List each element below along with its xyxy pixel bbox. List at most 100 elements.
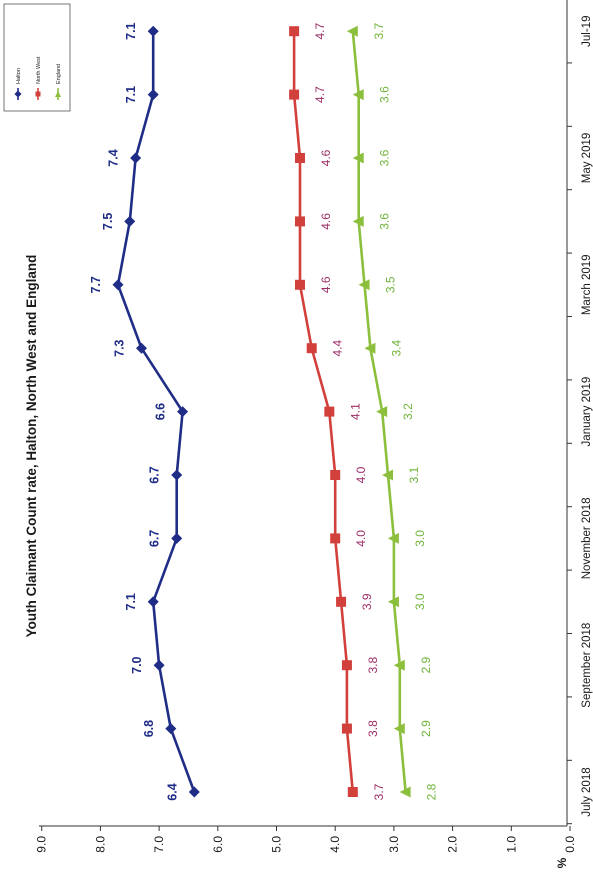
- data-point: [393, 723, 405, 735]
- data-label: 7.7: [89, 276, 103, 293]
- series-england: 2.8 2.9 2.9 3.0 3.0 3.1 3.2 3.4 3.5 3.6 3.6 3.6 3.7: [346, 23, 439, 800]
- series-group: 6.4 6.8 7.0 7.1 6.7 6.7 6.6 7.3 7.7 7.5 7.4 7.1 7.1 3…: [89, 22, 439, 800]
- data-point: [147, 25, 159, 37]
- data-point: [330, 470, 341, 480]
- data-point: [364, 342, 376, 354]
- data-point: [376, 406, 388, 418]
- category-tick-label: July 2018: [581, 767, 593, 816]
- legend-marker-north-west: [35, 91, 41, 97]
- data-label: 7.3: [113, 339, 127, 356]
- data-label: 3.7: [372, 23, 386, 40]
- data-label: 7.5: [101, 213, 115, 230]
- data-label: 3.8: [366, 657, 380, 674]
- data-point: [153, 659, 165, 671]
- data-point: [289, 89, 300, 100]
- data-label: 2.8: [425, 783, 439, 800]
- data-point: [330, 533, 341, 544]
- data-point: [341, 660, 352, 671]
- value-tick-label: 1.0: [504, 836, 518, 853]
- data-label: 3.7: [372, 783, 386, 800]
- data-point: [347, 787, 358, 797]
- value-tick-label: 8.0: [93, 836, 107, 853]
- category-tick-label: January 2019: [581, 377, 593, 447]
- data-point: [346, 25, 358, 37]
- data-label: 7.1: [124, 593, 138, 610]
- data-label: 7.1: [124, 86, 138, 103]
- data-point: [387, 596, 399, 608]
- data-label: 4.6: [319, 276, 333, 293]
- data-point: [294, 153, 305, 163]
- category-tick-label: March 2019: [581, 254, 593, 315]
- data-point: [147, 596, 159, 608]
- data-point: [294, 216, 305, 227]
- data-point: [393, 659, 405, 671]
- data-label: 3.9: [360, 593, 374, 610]
- data-point: [135, 342, 147, 354]
- legend: Halton North West England: [3, 3, 71, 112]
- data-label: 3.2: [401, 403, 415, 420]
- data-point: [306, 343, 317, 354]
- data-point: [147, 89, 159, 101]
- data-label: 3.0: [413, 593, 427, 610]
- data-label: 6.6: [154, 403, 168, 420]
- axis-ticks: 0.0 1.0 2.0 3.0 4.0 5.0 6.0 7.0 8.0 9.0 July 2018 S…: [35, 0, 593, 853]
- category-tick-label: May 2019: [581, 133, 593, 184]
- category-tick-label: Jul-19: [581, 16, 593, 47]
- data-label: 7.4: [107, 149, 121, 166]
- legend-marker-england: [55, 91, 61, 97]
- data-label: 6.7: [148, 466, 162, 483]
- data-point: [382, 469, 394, 481]
- data-label: 6.4: [165, 783, 179, 800]
- data-label: 2.9: [419, 720, 433, 737]
- data-label: 6.7: [148, 530, 162, 547]
- value-tick-label: 9.0: [35, 836, 49, 853]
- data-point: [124, 215, 136, 227]
- value-tick-label: 0.0: [563, 836, 577, 853]
- data-label: 4.0: [354, 466, 368, 483]
- data-point: [171, 532, 183, 544]
- value-tick-label: 3.0: [387, 836, 401, 853]
- data-point: [112, 279, 124, 291]
- value-tick-label: 7.0: [152, 836, 166, 853]
- data-label: 6.8: [142, 720, 156, 737]
- data-label: 3.6: [378, 86, 392, 103]
- legend-label-halton: Halton: [16, 68, 22, 84]
- data-label: 4.7: [313, 86, 327, 103]
- data-point: [188, 786, 200, 798]
- value-tick-label: 5.0: [270, 836, 284, 853]
- y-axis-label: %: [555, 857, 569, 868]
- data-point: [352, 152, 364, 164]
- data-label: 4.6: [319, 213, 333, 230]
- data-point: [324, 406, 335, 417]
- data-point: [352, 89, 364, 101]
- data-point: [387, 532, 399, 544]
- data-point: [399, 786, 411, 798]
- data-point: [358, 279, 370, 291]
- data-label: 7.0: [130, 656, 144, 673]
- data-point: [336, 596, 347, 607]
- data-point: [130, 152, 142, 164]
- data-label: 3.6: [378, 213, 392, 230]
- data-label: 4.7: [313, 23, 327, 40]
- data-label: 3.1: [407, 466, 421, 483]
- data-label: 3.6: [378, 149, 392, 166]
- category-tick-label: November 2018: [581, 497, 593, 579]
- value-tick-label: 6.0: [211, 836, 225, 853]
- data-point: [171, 469, 183, 481]
- chart-title: Youth Claimant Count rate, Halton, North…: [24, 255, 39, 638]
- data-label: 4.1: [348, 403, 362, 420]
- data-point: [294, 279, 305, 290]
- data-label: 4.0: [354, 530, 368, 547]
- data-label: 4.6: [319, 149, 333, 166]
- data-label: 7.1: [124, 22, 138, 39]
- legend-label-england: England: [56, 64, 62, 84]
- data-label: 3.5: [384, 276, 398, 293]
- legend-label-north-west: North West: [36, 56, 42, 84]
- series-halton: 6.4 6.8 7.0 7.1 6.7 6.7 6.6 7.3 7.7 7.5 7.4 7.1 7.1: [89, 22, 200, 801]
- data-label: 3.4: [389, 340, 403, 357]
- data-point: [165, 723, 177, 735]
- series-north-west: 3.7 3.8 3.8 3.9 4.0 4.0 4.1 4.4 4.6 4.6 4.6 4.7 4.7: [289, 23, 386, 800]
- value-tick-label: 4.0: [328, 836, 342, 853]
- data-label: 2.9: [419, 657, 433, 674]
